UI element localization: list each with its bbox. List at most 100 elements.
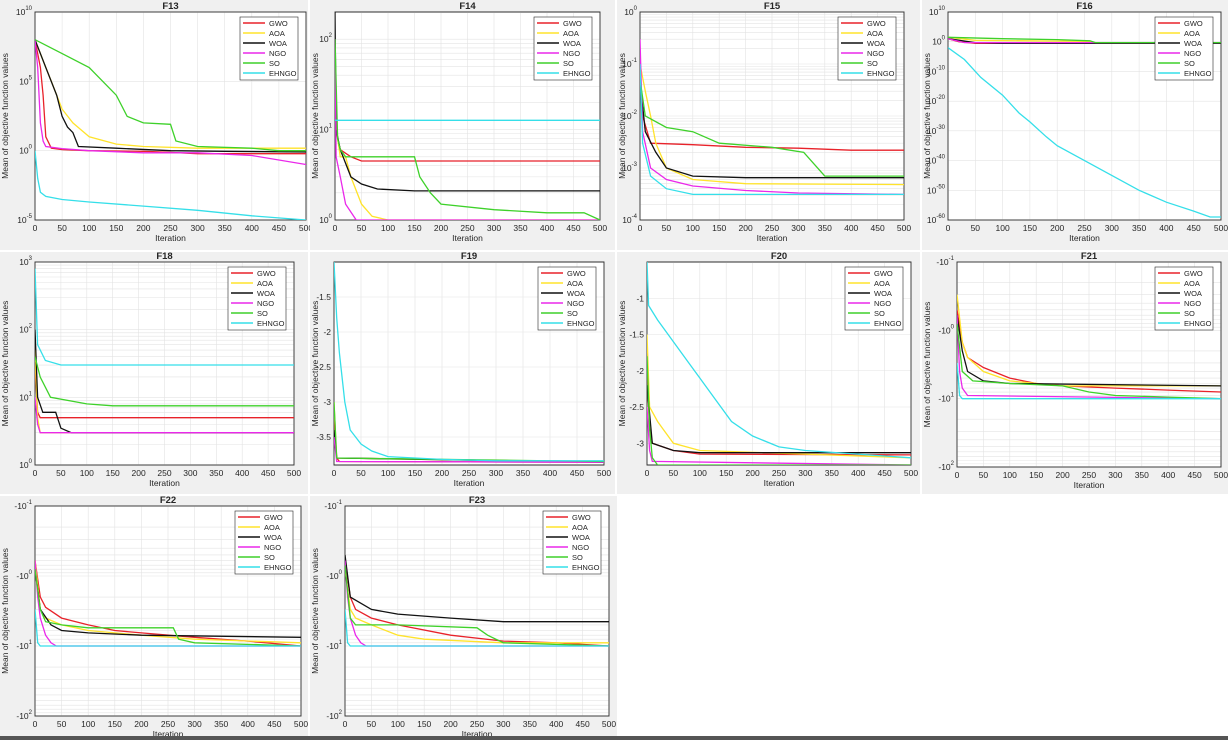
x-tick-label: 500 (1214, 470, 1228, 480)
x-tick-label: 100 (381, 468, 395, 478)
legend-label: EHNGO (269, 69, 297, 78)
x-tick-label: 350 (825, 468, 839, 478)
x-tick-label: 50 (662, 223, 672, 233)
series-line-aoa (640, 63, 904, 186)
legend-label: EHNGO (1184, 319, 1212, 328)
x-tick-label: 500 (299, 223, 313, 233)
series-line-so (345, 565, 609, 647)
series-line-ngo (647, 406, 911, 465)
x-tick-label: 150 (719, 468, 733, 478)
legend-box (844, 266, 904, 331)
x-axis-label: Iteration (1069, 233, 1100, 243)
x-axis-label: Iteration (452, 233, 483, 243)
legend-label: WOA (1184, 39, 1202, 48)
x-axis-label: Iteration (149, 478, 180, 488)
x-tick-label: 250 (772, 468, 786, 478)
x-tick-label: 450 (570, 468, 584, 478)
legend-label: GWO (257, 269, 276, 278)
x-tick-label: 300 (489, 468, 503, 478)
series-line-ngo (640, 39, 904, 196)
plot-frame (34, 11, 307, 221)
x-tick-label: 450 (1188, 470, 1202, 480)
chart-title: F18 (156, 251, 172, 262)
legend-box (1154, 16, 1214, 81)
x-tick-label: 0 (332, 468, 337, 478)
chart-title: F16 (1076, 1, 1092, 12)
x-tick-label: 250 (462, 468, 476, 478)
legend-label: SO (874, 309, 885, 318)
series-line-aoa (957, 294, 1221, 387)
y-tick-label: -100 (326, 570, 342, 581)
x-tick-label: 150 (1029, 470, 1043, 480)
x-tick-label: 50 (57, 719, 67, 729)
y-tick-label: -2 (323, 327, 331, 337)
x-tick-label: 450 (261, 468, 275, 478)
x-tick-label: 0 (33, 223, 38, 233)
y-tick-label: 10-10 (927, 65, 946, 76)
x-tick-label: 250 (1082, 470, 1096, 480)
y-tick-label: 10-40 (927, 155, 946, 166)
series-line-ngo (335, 39, 600, 220)
legend-box (234, 510, 294, 575)
plot-frame (639, 11, 905, 221)
legend-label: EHNGO (264, 563, 292, 572)
x-tick-label: 450 (272, 223, 286, 233)
chart-title: F14 (459, 1, 476, 12)
x-tick-label: 450 (871, 223, 885, 233)
x-tick-label: 200 (132, 468, 146, 478)
y-tick-label: -3 (323, 397, 331, 407)
x-tick-label: 350 (523, 719, 537, 729)
series-line-ehngo (35, 268, 294, 366)
chart-F21: 0 50 100 150 200 250 300 350 400 450 500 -10-1 -100 -… (922, 251, 1228, 494)
legend-label: GWO (867, 19, 886, 28)
x-tick-label: 450 (267, 719, 281, 729)
x-tick-label: 0 (33, 719, 38, 729)
legend-label: AOA (1184, 279, 1200, 288)
legend-label: NGO (269, 49, 286, 58)
legend-box (239, 16, 299, 81)
x-tick-label: 500 (287, 468, 301, 478)
legend-label: GWO (563, 19, 582, 28)
legend-label: AOA (874, 279, 890, 288)
legend-box (542, 510, 602, 575)
series-line-ehngo (35, 609, 301, 647)
legend-label: GWO (1184, 269, 1203, 278)
y-tick-label: -100 (16, 570, 32, 581)
x-tick-label: 200 (739, 223, 753, 233)
legend-label: SO (257, 309, 268, 318)
series-line-woa (640, 79, 904, 179)
x-tick-label: 450 (566, 223, 580, 233)
series-line-aoa (345, 569, 609, 644)
x-tick-label: 400 (549, 719, 563, 729)
y-tick-label: 100 (319, 214, 332, 225)
y-axis-label: Mean of objective function values (0, 53, 10, 179)
x-tick-label: 350 (513, 223, 527, 233)
x-tick-label: 250 (470, 719, 484, 729)
x-tick-label: 100 (1003, 470, 1017, 480)
x-tick-label: 400 (1159, 223, 1173, 233)
legend-label: SO (1184, 309, 1195, 318)
x-axis-label: Iteration (1074, 480, 1105, 490)
legend-label: WOA (563, 39, 581, 48)
bottom-edge (0, 736, 1228, 740)
x-axis-label: Iteration (454, 478, 485, 488)
series-line-ehngo (640, 63, 904, 196)
legend-label: SO (572, 553, 583, 562)
legend-label: AOA (567, 279, 583, 288)
series-line-so (957, 323, 1221, 400)
legend-label: NGO (1184, 299, 1201, 308)
chart-title: F21 (1081, 251, 1098, 262)
plot-frame (333, 261, 605, 466)
y-tick-label: 100 (624, 6, 637, 17)
y-tick-label: -102 (326, 710, 342, 721)
series-line-ngo (35, 397, 294, 434)
x-axis-label: Iteration (153, 729, 184, 739)
x-tick-label: 250 (163, 223, 177, 233)
x-tick-label: 150 (407, 223, 421, 233)
legend-label: AOA (269, 29, 285, 38)
y-tick-label: -102 (938, 461, 954, 472)
